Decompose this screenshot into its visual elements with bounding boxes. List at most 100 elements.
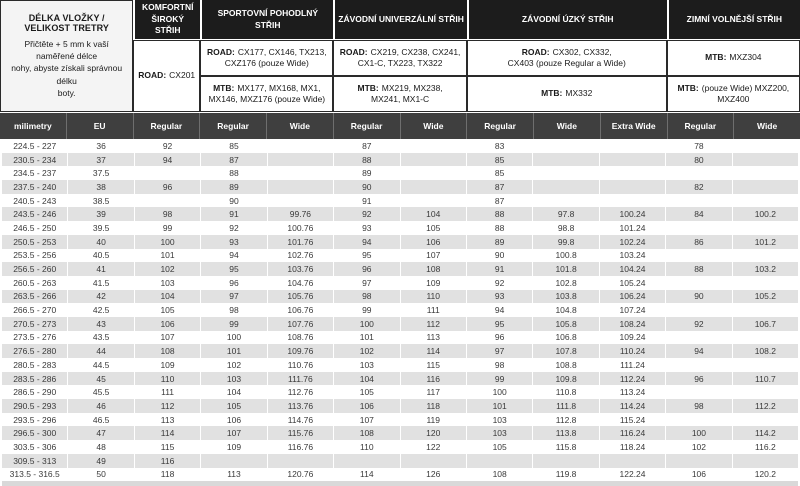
cell: 96 bbox=[201, 275, 268, 290]
models-list: MX219, MX238, MX241, MX1-C bbox=[371, 82, 443, 104]
cell: 106.7 bbox=[732, 316, 799, 331]
cell bbox=[267, 166, 335, 181]
table-row: 260.5 - 263 41.5 103 96 104.76 97 109 92 102.8 10… bbox=[2, 275, 799, 290]
info-title: DÉLKA VLOŽKY / VELIKOST TRETRY bbox=[24, 12, 109, 33]
cell: 94 bbox=[201, 248, 268, 263]
cell: 107.76 bbox=[267, 316, 335, 331]
cell bbox=[599, 193, 667, 208]
cell bbox=[666, 412, 733, 427]
cell: 104 bbox=[334, 371, 401, 386]
cell: 109 bbox=[400, 275, 467, 290]
cell: 114.24 bbox=[599, 399, 667, 413]
cell: 103.24 bbox=[599, 248, 667, 263]
models-zavodni-uzky-mtb: MTB: MX332 bbox=[466, 76, 667, 112]
cell: 92 bbox=[466, 275, 534, 290]
table-row: 296.5 - 300 47 114 107 115.76 108 120 103 113.8 1… bbox=[2, 426, 799, 441]
cell: 38 bbox=[68, 180, 135, 194]
cell: 108.76 bbox=[267, 330, 335, 345]
cell: 118.24 bbox=[599, 440, 667, 454]
models-label: ROAD: bbox=[339, 46, 368, 57]
chart-header: DÉLKA VLOŽKY / VELIKOST TRETRY Přičtěte … bbox=[0, 0, 800, 112]
cell: 90 bbox=[201, 193, 268, 208]
cell: 99 bbox=[334, 303, 401, 317]
cell: 106.76 bbox=[267, 303, 335, 317]
cell: 118 bbox=[400, 399, 467, 413]
table-row: 224.5 - 227 36 92 85 87 83 78 bbox=[2, 139, 799, 153]
cell: 37.5 bbox=[68, 166, 135, 181]
cell bbox=[400, 453, 467, 468]
cell: 99 bbox=[201, 316, 268, 331]
table-row: 313.5 - 316.5 50 118 113 120.76 114 126 108 119.… bbox=[2, 467, 799, 482]
cell bbox=[666, 330, 733, 345]
models-list: CX302, CX332, CX403 (pouze Regular a Wid… bbox=[507, 46, 626, 68]
cell: 90 bbox=[466, 248, 534, 263]
cell: 36 bbox=[68, 139, 135, 153]
cell: 122 bbox=[400, 440, 467, 454]
models-label: MTB: bbox=[677, 82, 699, 93]
cell: 105 bbox=[466, 440, 534, 454]
cell: 246.5 - 250 bbox=[2, 221, 69, 235]
cell: 102.8 bbox=[533, 275, 600, 290]
cell: 105 bbox=[400, 221, 467, 235]
table-row: 273.5 - 276 43.5 107 100 108.76 101 113 96 106.8… bbox=[2, 330, 799, 345]
cell bbox=[267, 152, 335, 167]
models-label: MTB: bbox=[357, 82, 379, 93]
cell bbox=[533, 193, 600, 208]
cell bbox=[267, 193, 335, 208]
group-title-zavodni-uzky-strih: ZÁVODNÍ ÚZKÝ STŘIH bbox=[466, 0, 667, 40]
cell: 108.8 bbox=[533, 358, 600, 372]
cell bbox=[732, 221, 799, 235]
group-title-sportovni-pohodlny-strih: SPORTOVNÍ POHODLNÝ STŘIH bbox=[200, 0, 334, 40]
column-header-row: milimetry EU Regular Regular Wide Regular Wide… bbox=[0, 112, 800, 139]
cell: 119 bbox=[400, 412, 467, 427]
column-header: EU bbox=[65, 113, 133, 139]
cell: 80 bbox=[666, 152, 733, 167]
column-header: Regular bbox=[132, 113, 200, 139]
cell: 114.2 bbox=[732, 426, 799, 441]
cell bbox=[732, 303, 799, 317]
cell: 107 bbox=[334, 412, 401, 427]
cell bbox=[732, 166, 799, 181]
cell: 100 bbox=[134, 234, 202, 249]
cell bbox=[533, 152, 600, 167]
table-row: 276.5 - 280 44 108 101 109.76 102 114 97 107.8 11… bbox=[2, 344, 799, 358]
cell: 113.8 bbox=[533, 426, 600, 441]
cell: 115 bbox=[400, 358, 467, 372]
cell: 92 bbox=[666, 316, 733, 331]
cell bbox=[732, 412, 799, 427]
cell bbox=[666, 385, 733, 400]
cell: 92 bbox=[334, 207, 401, 222]
cell: 243.5 - 246 bbox=[2, 207, 69, 222]
cell: 109.24 bbox=[599, 330, 667, 345]
cell bbox=[666, 275, 733, 290]
cell: 100 bbox=[666, 426, 733, 441]
models-zavodni-univerzalni-road: ROAD: CX219, CX238, CX241, CX1-C, TX223, … bbox=[333, 40, 467, 76]
cell: 40.5 bbox=[68, 248, 135, 263]
cell: 115 bbox=[134, 440, 202, 454]
cell: 40 bbox=[68, 234, 135, 249]
cell bbox=[599, 180, 667, 194]
cell: 96 bbox=[466, 330, 534, 345]
cell: 49 bbox=[68, 453, 135, 468]
cell: 110.76 bbox=[267, 358, 335, 372]
cell: 107.8 bbox=[533, 344, 600, 358]
cell: 104.8 bbox=[533, 303, 600, 317]
cell: 106 bbox=[666, 467, 733, 482]
cell: 106.8 bbox=[533, 330, 600, 345]
cell: 82 bbox=[666, 180, 733, 194]
cell: 111.24 bbox=[599, 358, 667, 372]
cell: 270.5 - 273 bbox=[2, 316, 69, 331]
cell: 116.76 bbox=[267, 440, 335, 454]
cell: 43.5 bbox=[68, 330, 135, 345]
cell: 90 bbox=[666, 289, 733, 304]
models-list: MXZ304 bbox=[729, 52, 762, 63]
cell: 99.8 bbox=[533, 234, 600, 249]
cell: 108 bbox=[134, 344, 202, 358]
cell: 273.5 - 276 bbox=[2, 330, 69, 345]
cell: 103.8 bbox=[533, 289, 600, 304]
table-row: 290.5 - 293 46 112 105 113.76 106 118 101 111.8 1… bbox=[2, 399, 799, 413]
cell: 84 bbox=[666, 207, 733, 222]
cell: 106 bbox=[134, 316, 202, 331]
models-list: (pouze Wide) MXZ200, MXZ400 bbox=[701, 82, 790, 104]
cell: 114 bbox=[134, 426, 202, 441]
